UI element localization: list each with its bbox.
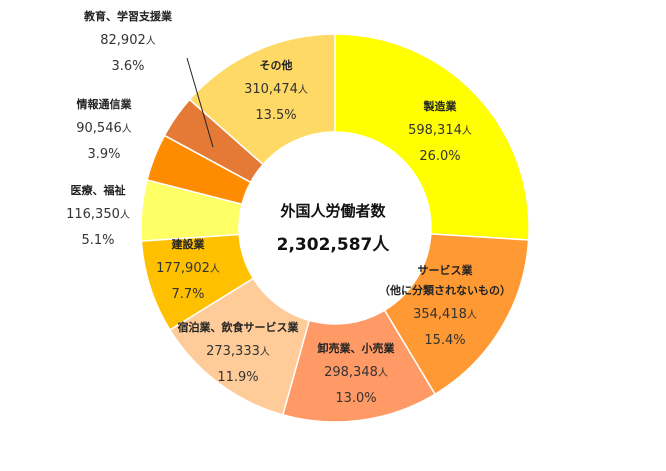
slice-percent: 3.6%: [111, 59, 144, 74]
slice-8: [188, 33, 336, 166]
slice-label-4: 建設業 177,902人 7.7%: [156, 237, 220, 302]
slice-percent: 15.4%: [424, 333, 465, 348]
center-total: 2,302,587人: [277, 235, 391, 255]
slice-label-7: 教育、学習支援業 82,902人 3.6%: [83, 9, 173, 74]
slice-category: その他: [260, 58, 293, 72]
slice-percent: 7.7%: [171, 287, 204, 302]
slice-value: 90,546人: [76, 121, 132, 136]
slice-value: 273,333人: [206, 344, 270, 359]
slice-label-2: 卸売業、小売業 298,348人 13.0%: [318, 341, 396, 406]
slice-category: 情報通信業: [77, 97, 133, 111]
leader-line: [186, 57, 214, 148]
slice-category: 建設業: [172, 237, 206, 251]
slice-percent: 3.9%: [87, 147, 120, 162]
slice-value: 82,902人: [100, 33, 156, 48]
slice-value: 310,474人: [244, 82, 308, 97]
slice-label-0: 製造業 598,314人 26.0%: [408, 99, 472, 164]
slice-label-8: その他 310,474人 13.5%: [244, 58, 308, 123]
slice-value: 177,902人: [156, 261, 220, 276]
slice-value: 598,314人: [408, 123, 472, 138]
slice-1: [383, 233, 530, 396]
slice-category: サービス業: [418, 263, 474, 277]
slice-label-5: 医療、福祉 116,350人 5.1%: [66, 183, 130, 248]
labels-group: 製造業 598,314人 26.0% サービス業 （他に分類されないもの） 354,418…: [66, 9, 511, 406]
slice-category: （他に分類されないもの）: [379, 283, 511, 297]
slice-percent: 26.0%: [419, 149, 460, 164]
slice-category: 教育、学習支援業: [83, 9, 173, 23]
slice-category: 卸売業、小売業: [318, 341, 396, 355]
center-title: 外国人労働者数: [279, 202, 386, 220]
slice-label-1: サービス業 （他に分類されないもの） 354,418人 15.4%: [379, 263, 511, 348]
slice-0: [334, 33, 530, 241]
slice-percent: 13.0%: [335, 391, 376, 406]
slice-category: 製造業: [423, 99, 458, 113]
slice-value: 116,350人: [66, 207, 130, 222]
slice-label-3: 宿泊業、飲食サービス業 273,333人 11.9%: [178, 320, 300, 385]
slice-percent: 5.1%: [81, 233, 114, 248]
slice-category: 宿泊業、飲食サービス業: [178, 320, 300, 334]
slices-group: [140, 33, 530, 423]
slice-label-6: 情報通信業 90,546人 3.9%: [76, 97, 132, 162]
slice-category: 医療、福祉: [71, 183, 126, 197]
slice-value: 354,418人: [413, 307, 477, 322]
slice-percent: 11.9%: [217, 370, 258, 385]
slice-percent: 13.5%: [255, 108, 296, 123]
slice-value: 298,348人: [324, 365, 388, 380]
